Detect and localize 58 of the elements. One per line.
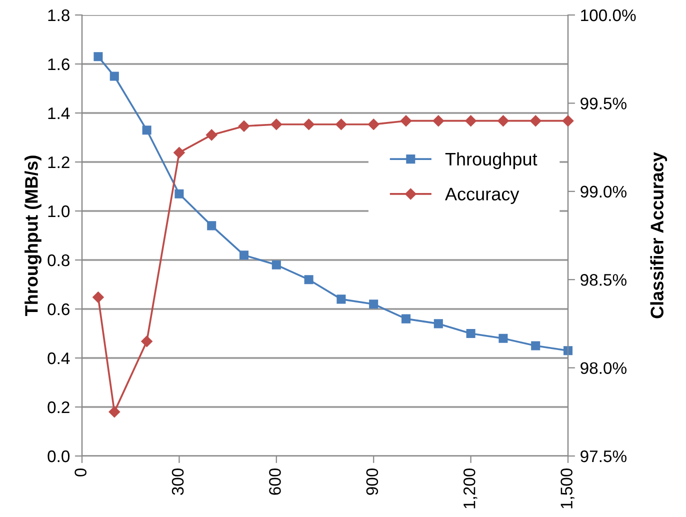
y-tick-label: 0.8	[48, 254, 70, 266]
point	[92, 292, 104, 303]
y-tick-label: 0.2	[48, 401, 70, 414]
y-tick-label: 0.6	[48, 303, 70, 316]
point	[434, 319, 443, 328]
y-axis-title: Throughput (MB/s)	[24, 156, 42, 316]
y2-tick-label: 99.0%	[580, 186, 626, 198]
point	[530, 115, 542, 126]
point	[272, 260, 281, 270]
point	[206, 129, 218, 141]
point	[142, 126, 152, 135]
point	[304, 275, 314, 284]
point	[238, 120, 250, 132]
point	[141, 336, 152, 347]
x-tick-label: 0	[74, 468, 86, 476]
point	[432, 115, 444, 126]
y2-tick-label: 98.5%	[580, 274, 626, 286]
y-tick-label: 0.0	[48, 450, 70, 462]
x-tick-label: 300	[172, 468, 184, 495]
point	[498, 115, 509, 126]
point	[562, 115, 574, 126]
legend-label: Throughput	[445, 152, 538, 170]
y-tick-label: 1.4	[48, 108, 70, 120]
y2-tick-label: 98.0%	[580, 362, 626, 374]
point	[303, 118, 314, 130]
y-tick-label: 1.8	[48, 9, 70, 22]
point	[465, 115, 476, 126]
x-tick-label: 1,500	[560, 468, 574, 508]
x-tick-label: 600	[269, 468, 281, 495]
point	[400, 115, 412, 126]
point	[270, 118, 282, 130]
point	[531, 341, 540, 350]
y2-axis-title: Classifier Accuracy	[650, 152, 668, 318]
point	[336, 118, 347, 130]
y-tick-label: 0.4	[48, 352, 70, 364]
point	[401, 314, 411, 324]
y2-tick-label: 100.0%	[581, 9, 636, 22]
point	[466, 328, 476, 338]
y-tick-label: 1.0	[48, 205, 70, 218]
point	[94, 52, 103, 62]
point	[207, 221, 216, 230]
y-tick-label: 1.6	[48, 58, 70, 70]
point	[239, 250, 249, 260]
point	[369, 300, 378, 309]
y2-tick-label: 97.5%	[580, 450, 626, 462]
x-tick-label: 1,200	[463, 468, 478, 508]
point	[368, 118, 380, 130]
point	[174, 189, 184, 198]
point	[498, 334, 508, 343]
point	[108, 406, 120, 418]
point	[110, 72, 119, 81]
point	[563, 346, 573, 356]
y-tick-label: 1.2	[48, 156, 70, 168]
point	[174, 146, 185, 158]
legend-label: Accuracy	[445, 188, 520, 204]
point	[336, 294, 346, 304]
x-tick-label: 900	[366, 468, 378, 495]
y2-tick-label: 99.5%	[580, 98, 626, 110]
